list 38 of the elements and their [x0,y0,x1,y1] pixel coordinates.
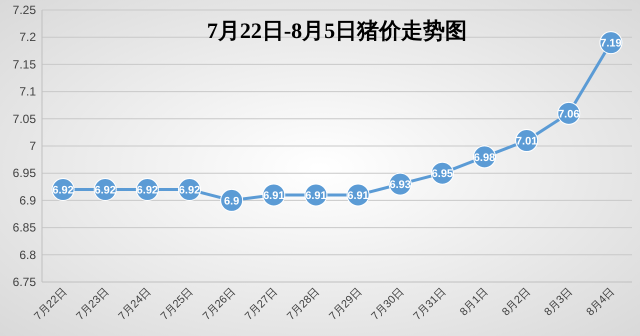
x-tick-label: 7月24日 [116,286,154,323]
data-label: 7.06 [558,108,580,120]
y-tick-label: 7.05 [12,112,36,126]
data-label: 6.92 [178,184,200,197]
data-label: 6.91 [347,190,369,202]
x-tick-label: 7月29日 [327,286,364,323]
data-label: 6.93 [390,179,411,192]
x-tick-label: 7月27日 [242,286,280,323]
y-tick-label: 6.85 [12,220,36,235]
data-label: 6.92 [136,184,158,197]
data-label: 6.92 [52,184,74,197]
x-tick-label: 8月3日 [542,286,575,318]
x-tick-label: 7月30日 [369,286,406,323]
y-tick-label: 7.15 [12,57,36,72]
chart-title: 7月22日-8月5日猪价走势图 [206,18,468,43]
y-tick-label: 7.2 [19,30,36,44]
y-tick-label: 6.9 [19,193,36,208]
x-tick-label: 7月31日 [411,286,448,323]
data-label: 6.98 [474,152,496,164]
x-tick-label: 7月23日 [74,286,112,323]
y-tick-label: 7.1 [19,84,36,99]
x-tick-label: 8月4日 [584,286,618,318]
x-tick-label: 8月1日 [458,286,491,318]
y-tick-label: 6.8 [19,248,36,262]
data-label: 6.91 [305,190,327,202]
data-label: 6.92 [94,184,116,197]
data-label: 6.91 [263,190,284,202]
data-label: 7.01 [516,136,538,148]
y-tick-label: 7.25 [12,3,36,17]
data-label: 6.9 [224,195,240,208]
x-tick-label: 7月28日 [285,286,322,323]
x-tick-label: 8月2日 [500,286,533,318]
y-tick-label: 6.95 [12,166,36,180]
x-tick-label: 7月25日 [158,286,196,323]
x-tick-label: 7月26日 [200,286,238,323]
data-label: 6.95 [432,168,454,180]
data-label: 7.19 [600,38,622,50]
y-tick-label: 7 [29,139,36,153]
